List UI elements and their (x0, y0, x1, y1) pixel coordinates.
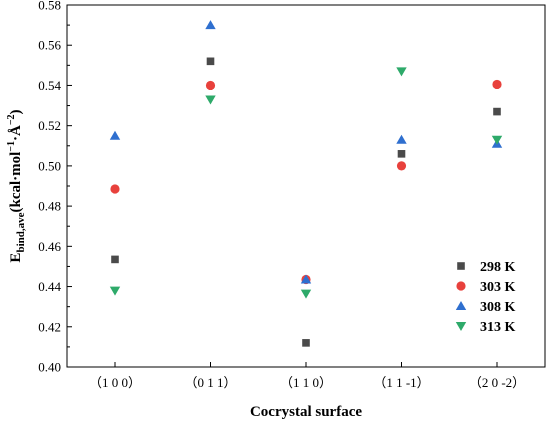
square-marker (206, 57, 215, 66)
triangle-up-marker-legend (455, 301, 467, 310)
y-axis-title-unit-mid: ·Å (8, 125, 24, 141)
y-tick-label: 0.46 (38, 239, 61, 254)
legend-label: 313 K (480, 320, 516, 335)
y-tick-label: 0.52 (38, 118, 61, 133)
y-tick-label: 0.56 (38, 38, 61, 53)
circle-marker (205, 80, 216, 91)
y-axis-title-sup1: −1 (6, 141, 17, 152)
y-axis-title: Ebind,ave(kcal·mol−1·Å−2) (6, 109, 27, 262)
legend-label: 298 K (480, 260, 516, 275)
square-marker (302, 339, 310, 347)
y-tick-label: 0.42 (38, 319, 61, 334)
triangle-down-marker (205, 95, 216, 105)
x-axis-title: Cocrystal surface (250, 404, 362, 420)
y-axis-title-sub: bind,ave (15, 212, 27, 252)
circle-marker (110, 184, 120, 194)
square-marker-legend (457, 262, 465, 270)
triangle-up-marker (300, 274, 312, 284)
triangle-down-marker (300, 289, 312, 299)
triangle-down-marker (396, 67, 407, 77)
x-tick-label: （2 0 -2） (469, 375, 525, 390)
x-axis-ticks: （1 0 0） （0 1 1） （1 1 0） （1 1 -1） （2 0 -2） (89, 362, 525, 390)
triangle-down-marker (491, 135, 503, 145)
y-axis-title-main: E (8, 253, 24, 263)
y-axis-ticks: 0.40 0.42 0.44 0.46 0.48 0.50 0.52 0.54 0.56 0.58 (38, 0, 72, 375)
circle-marker (492, 79, 502, 90)
legend-label: 308 K (480, 300, 516, 315)
triangle-up-marker (109, 130, 121, 140)
plot-frame (66, 4, 546, 368)
y-tick-label: 0.48 (38, 199, 61, 214)
square-marker (397, 150, 406, 158)
triangle-up-marker (205, 20, 216, 30)
y-tick-label: 0.50 (38, 158, 61, 173)
y-tick-label: 0.54 (38, 78, 61, 93)
data-points (109, 20, 503, 347)
y-tick-label: 0.44 (38, 279, 61, 294)
x-tick-label: （1 1 -1） (373, 375, 429, 390)
x-tick-label: （1 1 0） (280, 375, 332, 390)
square-marker (111, 255, 119, 264)
y-axis-title-unit-post: ) (8, 109, 24, 114)
y-tick-label: 0.58 (38, 0, 61, 13)
triangle-down-marker (109, 286, 121, 296)
legend-label: 303 K (480, 280, 516, 295)
circle-marker-legend (456, 281, 466, 291)
legend: 298 K 303 K 308 K 313 K (455, 260, 516, 335)
square-marker (493, 107, 501, 116)
triangle-up-marker (396, 134, 407, 144)
triangle-down-marker-legend (455, 322, 467, 331)
y-axis-title-unit-pre: (kcal·mol (8, 152, 24, 213)
x-tick-label: （1 0 0） (89, 375, 141, 390)
x-tick-label: （0 1 1） (184, 375, 236, 390)
circle-marker (396, 161, 407, 171)
y-tick-label: 0.40 (38, 360, 61, 375)
y-axis-title-sup2: −2 (6, 114, 17, 125)
